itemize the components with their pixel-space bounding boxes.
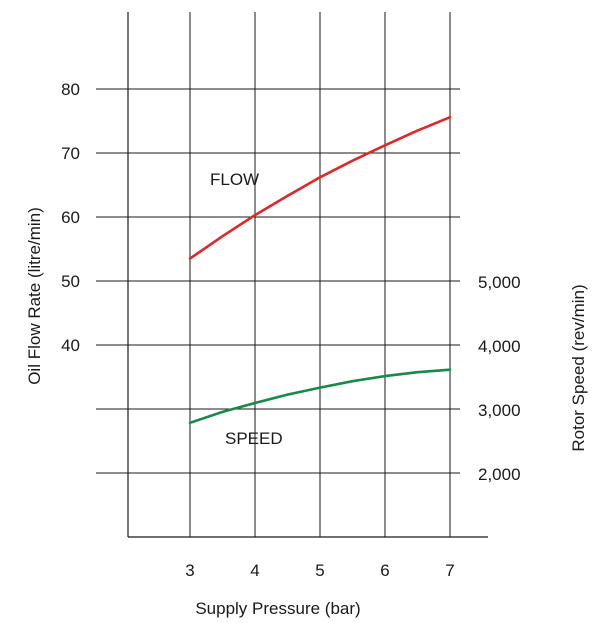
flow-series-line <box>188 115 452 260</box>
x-tick-label: 4 <box>250 561 259 580</box>
y-axis-right-title: Rotor Speed (rev/min) <box>569 284 588 451</box>
speed-series-label: SPEED <box>225 429 283 448</box>
y-right-tick-label: 4,000 <box>478 337 521 356</box>
y-axis-left-title: Oil Flow Rate (litre/min) <box>25 207 44 385</box>
x-tick-label: 7 <box>445 561 454 580</box>
y-left-tick-label: 60 <box>61 208 80 227</box>
x-tick-label: 3 <box>185 561 194 580</box>
y-left-tick-label: 40 <box>61 336 80 355</box>
y-right-tick-label: 5,000 <box>478 273 521 292</box>
speed-series-line <box>188 368 452 425</box>
y-right-tick-label: 2,000 <box>478 465 521 484</box>
x-tick-label: 6 <box>380 561 389 580</box>
y-right-tick-label: 3,000 <box>478 401 521 420</box>
y-left-tick-label: 50 <box>61 272 80 291</box>
flow-series-label: FLOW <box>210 170 259 189</box>
grid <box>96 12 460 537</box>
series <box>188 115 452 425</box>
axes <box>127 12 488 538</box>
x-axis-title: Supply Pressure (bar) <box>195 599 360 618</box>
tick-labels: 3 4 5 6 7 40 50 60 70 80 2,000 3,000 4,000 5,000 <box>61 80 520 580</box>
y-left-tick-label: 70 <box>61 144 80 163</box>
y-left-tick-label: 80 <box>61 80 80 99</box>
x-tick-label: 5 <box>315 561 324 580</box>
